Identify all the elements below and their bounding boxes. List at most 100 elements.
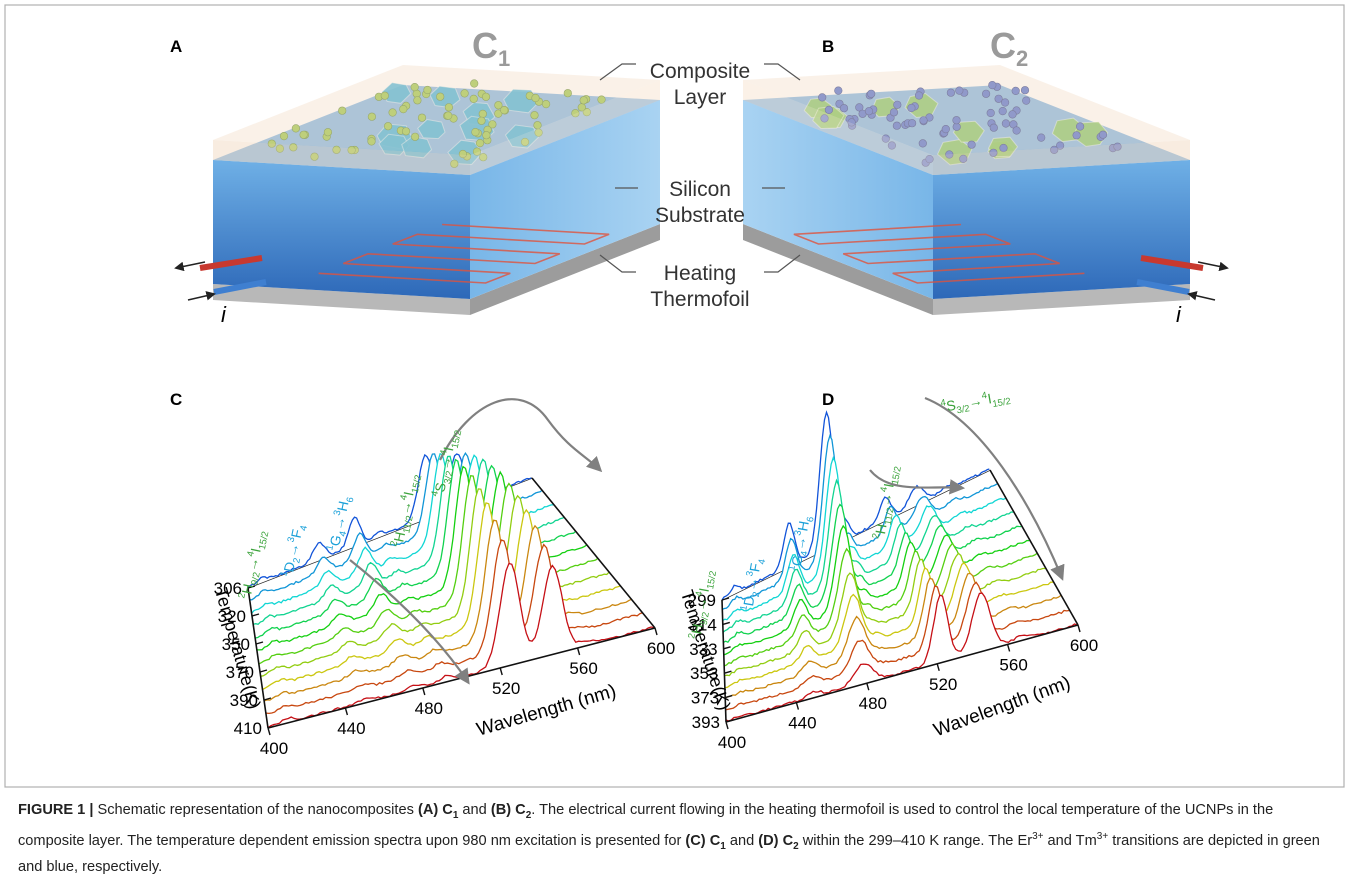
transition-part: 1	[786, 564, 798, 571]
composite-side	[470, 80, 660, 175]
transition-part: 4	[981, 390, 988, 402]
wire-red	[199, 255, 263, 271]
nanoparticle	[914, 91, 924, 100]
transition-label: 1G4→3H6	[786, 514, 816, 573]
tick	[654, 627, 658, 636]
axis	[725, 624, 1079, 723]
layer-label: Thermofoil	[650, 288, 749, 311]
tick	[263, 697, 272, 701]
nanoparticle	[541, 99, 551, 109]
transition-part: 15/2	[410, 474, 425, 494]
tick	[1077, 624, 1081, 633]
nanoparticle	[981, 89, 991, 98]
composite-top	[743, 65, 1190, 155]
transition-part: →	[284, 541, 303, 558]
spectrum	[723, 503, 1022, 644]
nanoparticle	[818, 93, 827, 102]
sample-index: 2	[1016, 46, 1028, 71]
transition-part: D	[740, 595, 758, 608]
tick	[795, 702, 800, 710]
nanoparticle	[955, 86, 964, 95]
nanoparticle	[417, 113, 427, 122]
composite-front	[933, 140, 1190, 175]
x-tick-label: 520	[492, 679, 520, 698]
tick	[422, 687, 426, 696]
spectrum	[724, 562, 1054, 689]
transition-label: 2H9/2→4I15/2	[236, 528, 271, 601]
tick	[936, 663, 940, 671]
transition-part: 4	[337, 530, 349, 537]
y-tick-label: 393	[692, 713, 720, 732]
transition-part: H	[872, 523, 890, 536]
transition-part: →	[791, 535, 809, 552]
nanoparticle	[444, 111, 453, 120]
nanoparticle	[1001, 119, 1010, 128]
transition-part: 1	[738, 604, 750, 611]
transition-part: 4	[398, 494, 410, 501]
caption-text: within the 299–410 K range. The Er	[798, 832, 1033, 849]
caption-text: (C) C	[685, 832, 721, 849]
transition-part: 11/2	[883, 507, 897, 526]
transition-part: H	[334, 500, 352, 513]
nanoparticle	[893, 100, 902, 109]
transition-part: 4	[799, 550, 811, 557]
nanoparticle	[481, 92, 491, 101]
nanocrystal	[417, 118, 446, 140]
sample-label: C2	[990, 25, 1028, 71]
transition-part: →	[743, 576, 761, 593]
nanoparticle	[423, 85, 432, 95]
trend-arrow	[924, 396, 1065, 581]
caption-text: and Tm	[1043, 832, 1097, 849]
y-tick-label: 353	[690, 664, 718, 683]
nanoparticle	[834, 86, 843, 95]
nanoparticle	[399, 104, 408, 114]
caption-text: 2	[525, 809, 532, 821]
transition-part: →	[967, 392, 984, 410]
transition-part: I	[986, 390, 993, 406]
schematic-c2	[743, 65, 1229, 315]
tick	[499, 667, 503, 676]
layer-labels: Composite Layer Silicon Substrate Heatin…	[650, 60, 750, 311]
nanoparticle	[967, 140, 976, 149]
figure-caption: FIGURE 1 | Schematic representation of t…	[18, 800, 1333, 878]
y-tick-label: 373	[691, 689, 719, 708]
nanoparticle	[1020, 86, 1030, 95]
transition-part: 4	[878, 486, 890, 493]
composite-side	[743, 80, 933, 175]
transition-part: 4	[429, 490, 441, 497]
x-tick-label: 560	[999, 655, 1027, 674]
nanoparticle	[998, 106, 1007, 116]
x-tick-label: 480	[859, 694, 887, 713]
substrate-side	[470, 100, 660, 299]
x-tick-label: 600	[647, 639, 675, 658]
caption-text: and	[458, 802, 491, 818]
x-tick-label: 400	[260, 739, 288, 758]
y-tick-label: 299	[688, 591, 716, 610]
heater-trace	[793, 223, 1085, 284]
nanoparticle	[952, 116, 961, 125]
nanoparticle	[291, 124, 301, 133]
transition-part: D	[280, 560, 298, 573]
thermofoil-front	[213, 284, 470, 315]
transition-part: H	[688, 623, 706, 636]
spectra-c: 306320350370390410400440480520560600Temp…	[211, 398, 675, 758]
tick	[247, 585, 256, 589]
x-tick-label: 600	[1070, 636, 1098, 655]
transition-part: H	[794, 520, 812, 533]
nanocrystal	[952, 120, 985, 143]
nanoparticle	[919, 116, 928, 125]
nanocrystal	[381, 82, 412, 104]
nanoparticle	[907, 103, 916, 113]
tick	[267, 725, 276, 729]
panel-letter: A	[170, 37, 182, 56]
transition-label: 1G4→3H6	[324, 494, 356, 553]
trend-arrow	[349, 559, 470, 685]
nanoparticle	[1011, 86, 1020, 95]
caption-text: (D) C	[758, 832, 794, 849]
transition-part: 4	[438, 449, 450, 456]
axis	[531, 477, 656, 629]
transition-part: I	[247, 547, 263, 554]
caption-text: 3+	[1096, 830, 1109, 842]
nanoparticle	[413, 96, 422, 105]
nanoparticle	[460, 89, 469, 98]
